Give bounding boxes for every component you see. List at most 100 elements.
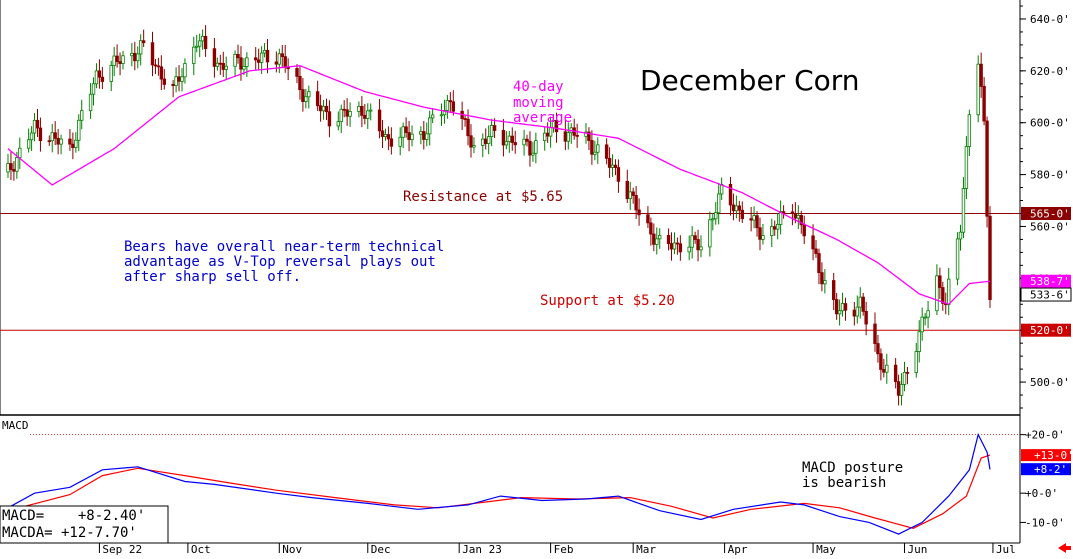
support-tag: 520-0' — [1021, 323, 1071, 337]
candle-body — [283, 56, 287, 69]
candle-body — [734, 205, 739, 212]
candle-body — [740, 209, 744, 220]
candle-body — [652, 233, 656, 245]
candle-body — [958, 231, 963, 240]
candle-body — [961, 188, 966, 233]
candle-body — [861, 296, 865, 312]
candle-body — [50, 132, 54, 142]
candle-body — [254, 57, 258, 61]
candle-body — [295, 68, 299, 77]
candle-body — [324, 105, 329, 113]
candle-body — [938, 275, 942, 288]
macd-note-line-2: is bearish — [802, 475, 886, 491]
candle-body — [366, 110, 370, 119]
resistance-tag: 565-0' — [1021, 206, 1071, 220]
month-label: Dec — [371, 543, 391, 555]
candle-body — [274, 61, 279, 65]
candle-body — [731, 204, 736, 212]
ma-note-line-1: 40-day — [513, 79, 564, 95]
candle-body — [755, 215, 759, 229]
macda-readout: MACDA= +12-7.70' — [2, 525, 137, 541]
candle-body — [955, 238, 960, 280]
candle-body — [389, 138, 394, 147]
candle-body — [796, 215, 801, 219]
candle-body — [422, 131, 426, 140]
candle-body — [669, 243, 674, 250]
ma-note-line-3: average — [513, 110, 572, 126]
macda-tag-label: +13-0' — [1034, 449, 1073, 462]
candle-body — [548, 127, 553, 137]
candle-body — [543, 132, 547, 141]
candle-body — [180, 76, 184, 82]
price-tick-label: 500-0' — [1030, 376, 1070, 389]
price-tick-label: 580-0' — [1030, 169, 1070, 182]
candle-body — [318, 105, 323, 112]
moving-average-tag: 538-7' — [1021, 274, 1071, 288]
candle-body — [596, 144, 600, 153]
candle-body — [587, 131, 591, 141]
bears-note-line-1: Bears have overall near-term technical — [124, 239, 444, 255]
candle-body — [162, 78, 166, 85]
candle-body — [855, 306, 859, 317]
candle-body — [451, 101, 455, 112]
candle-body — [262, 49, 267, 54]
candle-body — [590, 140, 594, 155]
candle-body — [342, 108, 346, 111]
candle-body — [200, 35, 205, 42]
candle-body — [964, 146, 969, 189]
candle-body — [419, 131, 423, 135]
candle-body — [448, 100, 453, 103]
candle-body — [218, 62, 223, 65]
candle-body — [714, 212, 718, 220]
candle-body — [321, 105, 326, 112]
candle-body — [675, 242, 680, 245]
candle-body — [781, 211, 786, 213]
candle-body — [858, 296, 862, 308]
last-price-tag: 533-6' — [1020, 287, 1072, 302]
candle-body — [616, 167, 621, 182]
candle-body — [259, 52, 264, 63]
candle-body — [761, 235, 765, 240]
candle-body — [15, 157, 19, 172]
resistance-tag-label: 565-0' — [1030, 207, 1070, 220]
candle-body — [534, 140, 538, 154]
candle-body — [879, 353, 883, 370]
candle-body — [873, 323, 877, 344]
candle-body — [690, 235, 694, 248]
candle-body — [486, 136, 491, 145]
candle-body — [369, 109, 373, 112]
support-tag-label: 520-0' — [1030, 324, 1070, 337]
candle-body — [658, 235, 662, 240]
candle-body — [233, 53, 237, 67]
candle-body — [91, 83, 96, 95]
macd-readout-box — [0, 505, 169, 544]
candle-body — [811, 235, 815, 250]
candle-body — [348, 111, 352, 117]
candle-body — [357, 105, 361, 112]
candle-body — [896, 381, 901, 396]
scroll-left-arrow-icon[interactable] — [1058, 543, 1071, 553]
candle-body — [12, 169, 16, 172]
candle-body — [513, 142, 517, 146]
month-label: Jul — [996, 543, 1016, 555]
candle-body — [286, 67, 290, 70]
candle-body — [525, 138, 529, 142]
candle-body — [693, 235, 697, 240]
candle-body — [882, 369, 886, 373]
month-label: Mar — [636, 543, 656, 555]
candle-body — [80, 110, 84, 121]
candle-body — [947, 278, 951, 306]
month-label: Oct — [191, 543, 211, 555]
support-tag-box — [1021, 323, 1071, 337]
candle-body — [799, 215, 803, 226]
candle-body — [481, 138, 485, 146]
candle-body — [778, 211, 783, 225]
candle-body — [979, 63, 983, 87]
price-candles — [6, 25, 992, 406]
candle-body — [840, 303, 845, 312]
candle-body — [672, 242, 677, 250]
candle-body — [77, 119, 81, 141]
candle-body — [377, 109, 382, 132]
candle-body — [215, 62, 220, 67]
